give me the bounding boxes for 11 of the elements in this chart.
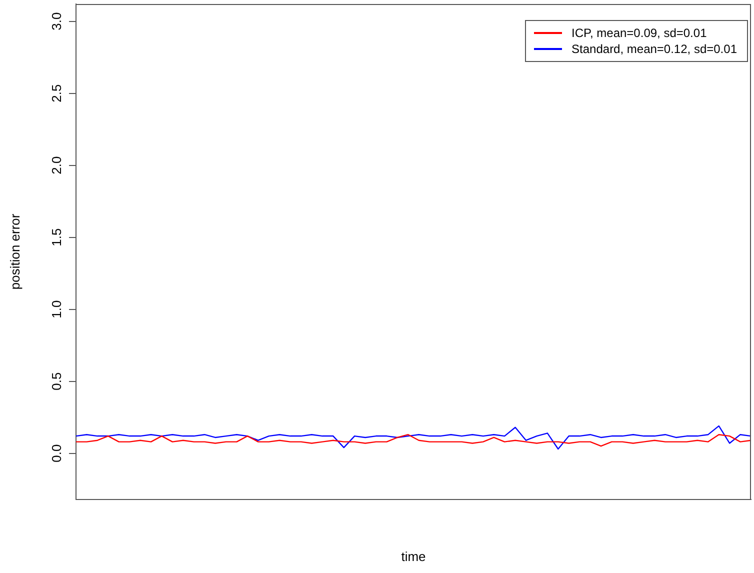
y-tick-label: 3.0	[49, 12, 64, 30]
legend-label: ICP, mean=0.09, sd=0.01	[572, 25, 707, 41]
y-tick-label: 2.0	[49, 156, 64, 174]
y-axis-title: position error	[7, 213, 22, 290]
y-tick-label: 0.0	[49, 444, 64, 462]
y-tick-label: 1.5	[49, 228, 64, 246]
legend-label: Standard, mean=0.12, sd=0.01	[572, 41, 737, 57]
y-tick-label: 1.0	[49, 300, 64, 318]
y-tick-label: 2.5	[49, 84, 64, 102]
y-tick-label: 0.5	[49, 372, 64, 390]
x-axis-title: time	[401, 548, 426, 564]
